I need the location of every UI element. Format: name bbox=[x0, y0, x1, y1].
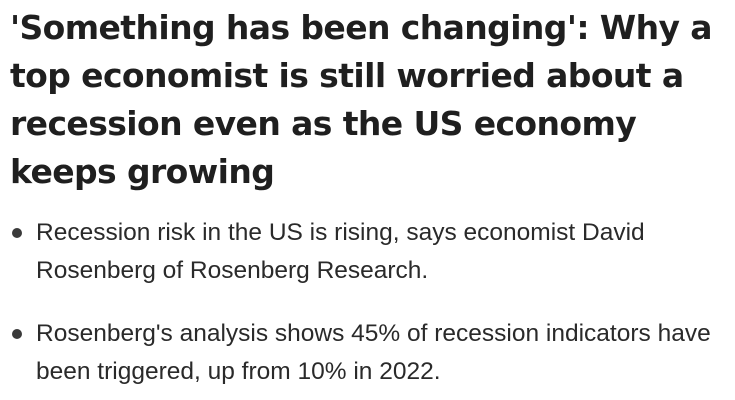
bullet-dot-icon bbox=[12, 228, 22, 238]
summary-bullet-item: Rosenberg's analysis shows 45% of recess… bbox=[10, 315, 728, 391]
summary-bullet-item: Recession risk in the US is rising, says… bbox=[10, 214, 728, 290]
article: 'Something has been changing': Why a top… bbox=[10, 4, 728, 385]
bullet-dot-icon bbox=[12, 329, 22, 339]
article-headline: 'Something has been changing': Why a top… bbox=[10, 8, 713, 191]
summary-bullet-text: Recession risk in the US is rising, says… bbox=[36, 219, 645, 284]
summary-bullet-text: Rosenberg's analysis shows 45% of recess… bbox=[36, 320, 711, 385]
article-summary-list: Recession risk in the US is rising, says… bbox=[10, 214, 728, 391]
